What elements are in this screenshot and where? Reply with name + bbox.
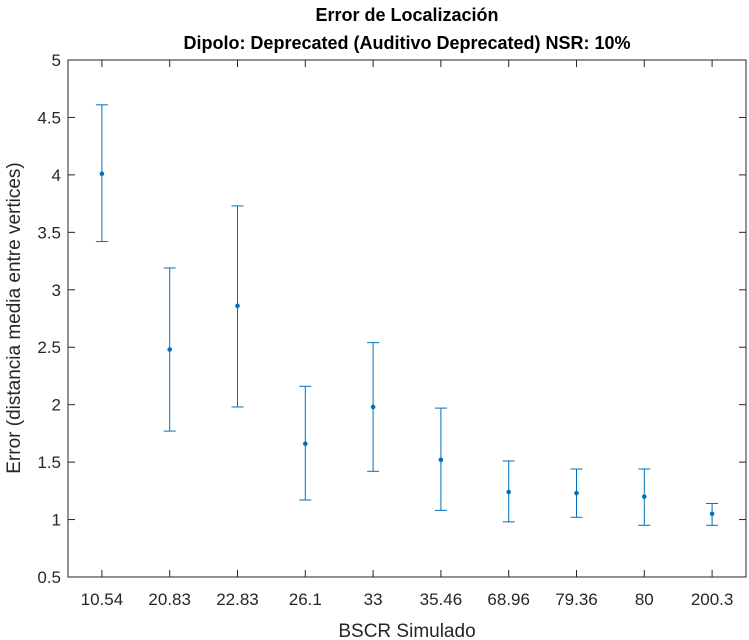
- chart-title-line-2: Dipolo: Deprecated (Auditivo Deprecated)…: [183, 33, 630, 53]
- x-tick-label: 33: [364, 590, 383, 609]
- x-tick-label: 22.83: [216, 590, 259, 609]
- y-axis-label: Error (distancia media entre vertices): [4, 162, 25, 474]
- x-tick-label: 200.3: [691, 590, 734, 609]
- data-point: [506, 489, 512, 495]
- data-point: [370, 404, 376, 410]
- y-tick-label: 4: [52, 166, 61, 185]
- data-point: [235, 303, 240, 309]
- plot-area: [68, 60, 746, 577]
- x-tick-label: 68.96: [487, 590, 530, 609]
- x-axis-ticks: 10.54 20.83 22.83 26.1 33 35.46 68.96 79.36 80 20…: [81, 60, 734, 609]
- x-tick-label: 20.83: [148, 590, 191, 609]
- x-tick-label: 26.1: [289, 590, 322, 609]
- data-point: [99, 171, 105, 177]
- y-tick-label: 4.5: [37, 108, 61, 127]
- y-axis-ticks: 0.5 1 1.5 2 2.5 3 3.5 4 4.5 5: [37, 51, 746, 587]
- data-point: [303, 441, 308, 447]
- x-tick-label: 80: [635, 590, 654, 609]
- y-tick-label: 3: [52, 281, 61, 300]
- y-tick-label: 2.5: [37, 338, 61, 357]
- data-point: [642, 494, 647, 499]
- data-point: [167, 347, 172, 352]
- x-tick-label: 35.46: [420, 590, 463, 609]
- x-axis-label: BSCR Simulado: [338, 621, 475, 640]
- chart-title-line-1: Error de Localización: [315, 5, 498, 25]
- data-point: [574, 490, 579, 496]
- plot-frame: [67, 59, 747, 578]
- y-tick-label: 1: [52, 511, 61, 530]
- data-point: [438, 457, 444, 463]
- y-tick-label: 5: [52, 51, 61, 70]
- data-points-group: [99, 171, 715, 517]
- y-tick-label: 1.5: [37, 453, 61, 472]
- y-tick-label: 0.5: [37, 568, 61, 587]
- x-tick-label: 79.36: [555, 590, 598, 609]
- data-point: [709, 511, 715, 517]
- y-tick-label: 3.5: [37, 223, 61, 242]
- x-tick-label: 10.54: [81, 590, 124, 609]
- y-tick-label: 2: [52, 396, 61, 415]
